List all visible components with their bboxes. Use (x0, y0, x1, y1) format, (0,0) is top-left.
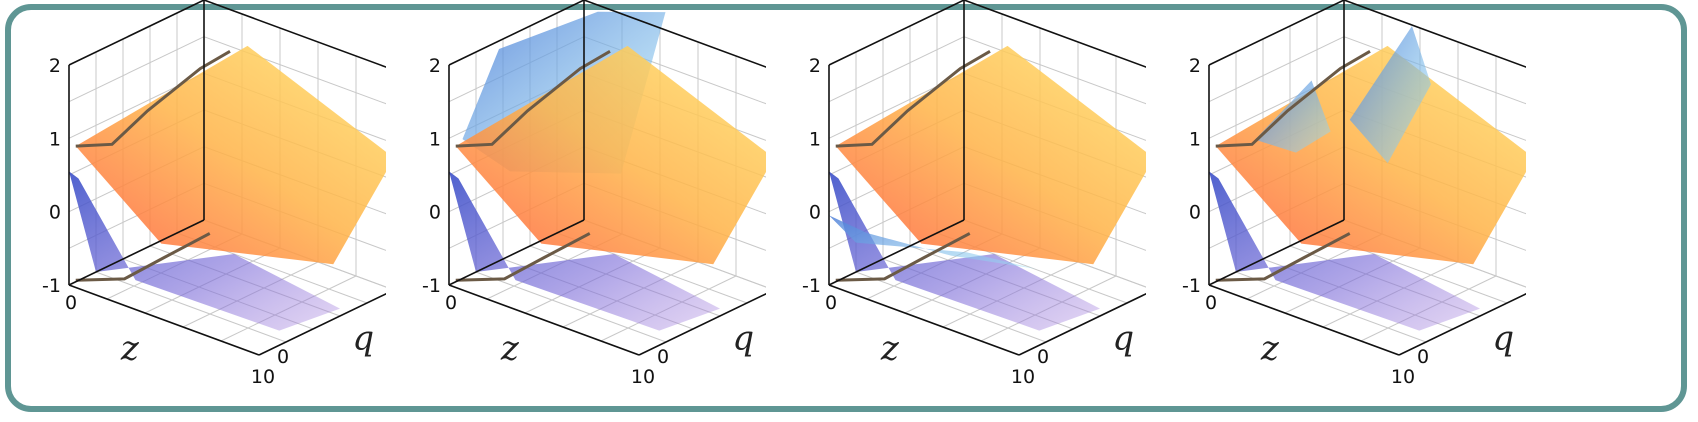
z-tick-label: 10 (251, 366, 275, 388)
q-tick-label: 0 (1417, 346, 1429, 368)
tilted-plane (75, 45, 386, 265)
ridge-curve-bottom (75, 232, 211, 282)
vertical-tick-label: -1 (42, 275, 61, 297)
q-axis-label: q (1112, 318, 1134, 358)
z-tick-label: 10 (1011, 366, 1035, 388)
vertical-tick-label: -1 (802, 275, 821, 297)
ridge-curve-bottom (455, 232, 591, 282)
vertical-tick-label: 1 (809, 128, 821, 150)
vertical-tick-label: 0 (1189, 202, 1201, 224)
shelf-surface (829, 215, 1037, 269)
vertical-tick-label: 2 (429, 55, 441, 77)
peak-right (1349, 26, 1431, 164)
vertical-tick-label: 2 (49, 55, 61, 77)
q-axis-label: q (1492, 318, 1514, 358)
panel-4: 210-1010z03q (1182, 0, 1526, 388)
vertical-tick-label: -1 (1182, 275, 1201, 297)
q-axis-label: q (732, 318, 754, 358)
z-axis-label: z (120, 328, 140, 368)
ridge-curve-top (835, 50, 991, 148)
q-tick-label: 0 (1037, 346, 1049, 368)
axes-box (828, 0, 1146, 356)
q-tick-label: 0 (277, 346, 289, 368)
lower-surface (449, 171, 720, 331)
vertical-tick-label: 2 (809, 55, 821, 77)
tilted-plane (1215, 45, 1526, 265)
z-tick-label: 0 (825, 292, 837, 314)
vertical-tick-label: 0 (49, 202, 61, 224)
ridge-curve-top (1215, 50, 1371, 148)
q-axis-label: q (352, 318, 374, 358)
ridge-curve-top (455, 50, 611, 148)
axes-box (448, 0, 766, 356)
vertical-tick-label: 1 (1189, 128, 1201, 150)
vertical-tick-label: 0 (809, 202, 821, 224)
ridge-curve-top (75, 50, 231, 148)
q-tick-label: 0 (657, 346, 669, 368)
axes-box (1208, 0, 1526, 356)
ridge-curve-bottom (1215, 232, 1351, 282)
ridge-curve-bottom (835, 232, 971, 282)
z-tick-label: 0 (1205, 292, 1217, 314)
vertical-tick-label: 1 (49, 128, 61, 150)
vertical-tick-label: 0 (429, 202, 441, 224)
tilted-plane (835, 45, 1146, 265)
axes-box (68, 0, 386, 356)
z-axis-label: z (500, 328, 520, 368)
z-tick-label: 0 (445, 292, 457, 314)
z-tick-label: 10 (1391, 366, 1415, 388)
panel-2: 210-1010z03q (422, 0, 766, 388)
lower-surface (69, 171, 340, 331)
z-axis-label: z (1260, 328, 1280, 368)
lower-surface (1209, 171, 1480, 331)
z-tick-label: 0 (65, 292, 77, 314)
z-tick-label: 10 (631, 366, 655, 388)
lower-surface (829, 171, 1100, 331)
tilted-plane (455, 45, 766, 265)
vertical-tick-label: -1 (422, 275, 441, 297)
z-axis-label: z (880, 328, 900, 368)
panel-3: 210-1010z03q (802, 0, 1146, 388)
vertical-tick-label: 1 (429, 128, 441, 150)
vertical-tick-label: 2 (1189, 55, 1201, 77)
panel-1: 210-1010z03q (42, 0, 386, 388)
peak-left (1255, 80, 1331, 153)
